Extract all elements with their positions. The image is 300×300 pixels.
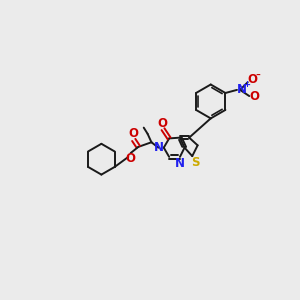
Text: N: N: [237, 83, 247, 96]
Text: O: O: [128, 127, 138, 140]
Text: O: O: [157, 117, 167, 130]
Text: +: +: [244, 80, 250, 89]
Text: O: O: [250, 90, 260, 103]
Text: N: N: [154, 141, 164, 154]
Text: O: O: [248, 73, 257, 85]
Text: -: -: [255, 69, 260, 83]
Text: S: S: [191, 156, 200, 169]
Text: N: N: [175, 157, 185, 169]
Text: O: O: [125, 152, 135, 165]
